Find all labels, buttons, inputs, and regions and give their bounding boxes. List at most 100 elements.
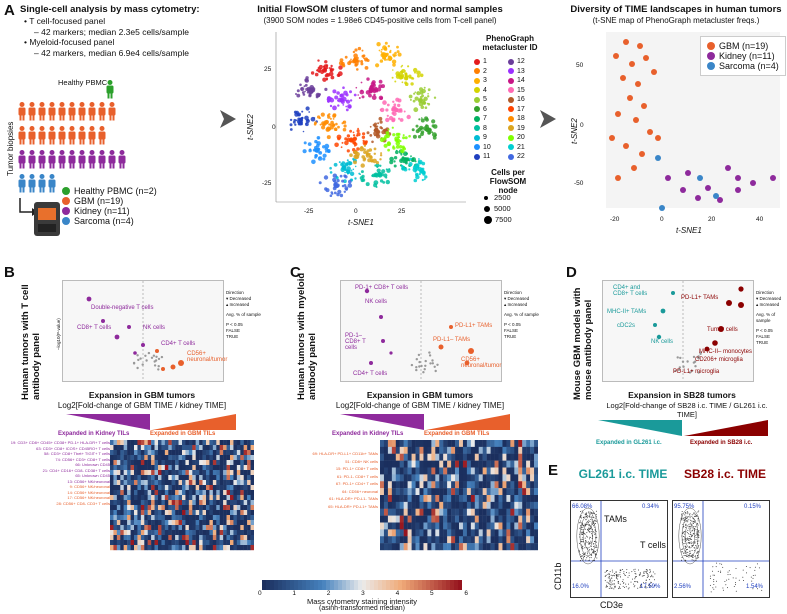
tsne-point <box>302 149 307 154</box>
facs-event <box>625 574 627 576</box>
heatmap-cell <box>466 495 472 503</box>
heatmap-cell <box>506 453 511 461</box>
heatmap-cell <box>439 529 444 537</box>
heatmap-row-label: 64: CD56+ neuronal <box>342 488 378 494</box>
heatmap-cell <box>514 529 519 537</box>
heatmap-cell <box>182 460 186 466</box>
heatmap-cell <box>164 525 169 531</box>
facs-event <box>692 542 694 544</box>
heatmap-cell <box>236 485 241 491</box>
legend-kidney: Kidney (n=11) <box>62 206 157 216</box>
tsne-point <box>373 124 377 128</box>
panel-c-letter: C <box>290 264 301 281</box>
heatmap-cell <box>154 440 159 446</box>
facs-event <box>651 575 653 577</box>
heatmap-cell <box>233 505 238 511</box>
facs-event <box>628 572 630 574</box>
tsne-point <box>329 166 332 170</box>
tsne-point <box>342 127 347 132</box>
heatmap-cell <box>233 525 238 531</box>
facs-event <box>581 527 583 528</box>
heatmap-cell <box>216 480 220 486</box>
tsne-point <box>338 161 341 164</box>
heatmap-cell <box>168 525 172 531</box>
colorbar-segment <box>282 580 287 590</box>
heatmap-cell <box>534 515 538 523</box>
heatmap-cell <box>423 440 428 448</box>
heatmap-cell <box>144 470 148 476</box>
heatmap-cell <box>530 453 535 461</box>
heatmap-cell <box>199 535 203 541</box>
heatmap-cell <box>250 535 254 541</box>
facs-event <box>607 582 609 584</box>
heatmap-cell <box>490 501 495 509</box>
tsne-point <box>398 75 403 80</box>
metacluster-dot <box>474 115 480 122</box>
heatmap-cell <box>223 445 227 451</box>
tsne-point <box>421 88 426 94</box>
facs-event <box>585 522 587 524</box>
heatmap-cell <box>195 500 200 506</box>
heatmap-cell <box>498 446 503 454</box>
facs-contour <box>576 507 600 565</box>
tsne-point <box>379 158 382 161</box>
heatmap-cell <box>526 495 531 503</box>
heatmap-cell <box>134 540 138 546</box>
facs-event <box>685 525 687 527</box>
heatmap-cell <box>391 446 396 454</box>
facs-event <box>685 515 687 517</box>
facs-event <box>684 546 686 548</box>
tsne-point <box>334 142 339 148</box>
heatmap-cell <box>168 470 172 476</box>
heatmap-cell <box>195 455 200 461</box>
heatmap-cell <box>459 446 464 454</box>
diversity-point-kidney <box>750 180 756 186</box>
tsne-point <box>423 126 428 131</box>
heatmap-cell <box>192 490 196 496</box>
volcano-point-left <box>364 288 370 294</box>
heatmap-cell <box>443 543 448 551</box>
facs-event <box>609 580 611 582</box>
diversity-point-gbm <box>639 151 645 157</box>
healthy-pbmc-label: Healthy PBMC <box>58 78 108 87</box>
facs-event <box>635 576 637 578</box>
facs-event <box>692 534 693 536</box>
tsne-point <box>359 146 365 152</box>
tsne-point <box>392 133 396 137</box>
heatmap-cell <box>534 501 538 509</box>
facs-event <box>618 582 620 584</box>
heatmap-cell <box>147 480 152 486</box>
heatmap-cell <box>403 543 408 551</box>
heatmap-cell <box>243 460 248 466</box>
heatmap-cell <box>110 545 114 551</box>
heatmap-cell <box>120 460 124 466</box>
heatmap-cell <box>206 500 210 506</box>
heatmap-cell <box>140 515 145 521</box>
facs-event <box>582 547 584 549</box>
colorbar-segment <box>286 580 291 590</box>
heatmap-cell <box>423 515 428 523</box>
tsne-point <box>356 147 360 151</box>
heatmap-cell <box>423 481 428 489</box>
facs-event <box>693 526 695 527</box>
heatmap-cell <box>154 495 159 501</box>
heatmap-cell <box>243 455 248 461</box>
heatmap-cell <box>455 440 460 448</box>
facs-event <box>605 585 607 587</box>
facs-event <box>606 584 608 586</box>
facs-event <box>728 578 730 580</box>
heatmap-cell <box>470 495 475 503</box>
facs-event <box>722 587 724 589</box>
heatmap-cell <box>216 450 220 456</box>
facs-event <box>609 579 611 581</box>
facs-event <box>586 551 588 553</box>
heatmap-cell <box>526 536 531 544</box>
facs-event <box>646 572 648 574</box>
facs-event <box>617 574 619 576</box>
heatmap-cell <box>154 455 159 461</box>
heatmap-cell <box>178 500 183 506</box>
heatmap-cell <box>171 480 176 486</box>
heatmap-cell <box>451 501 456 509</box>
heatmap-cell <box>168 540 172 546</box>
colorbar-segment <box>438 580 443 590</box>
